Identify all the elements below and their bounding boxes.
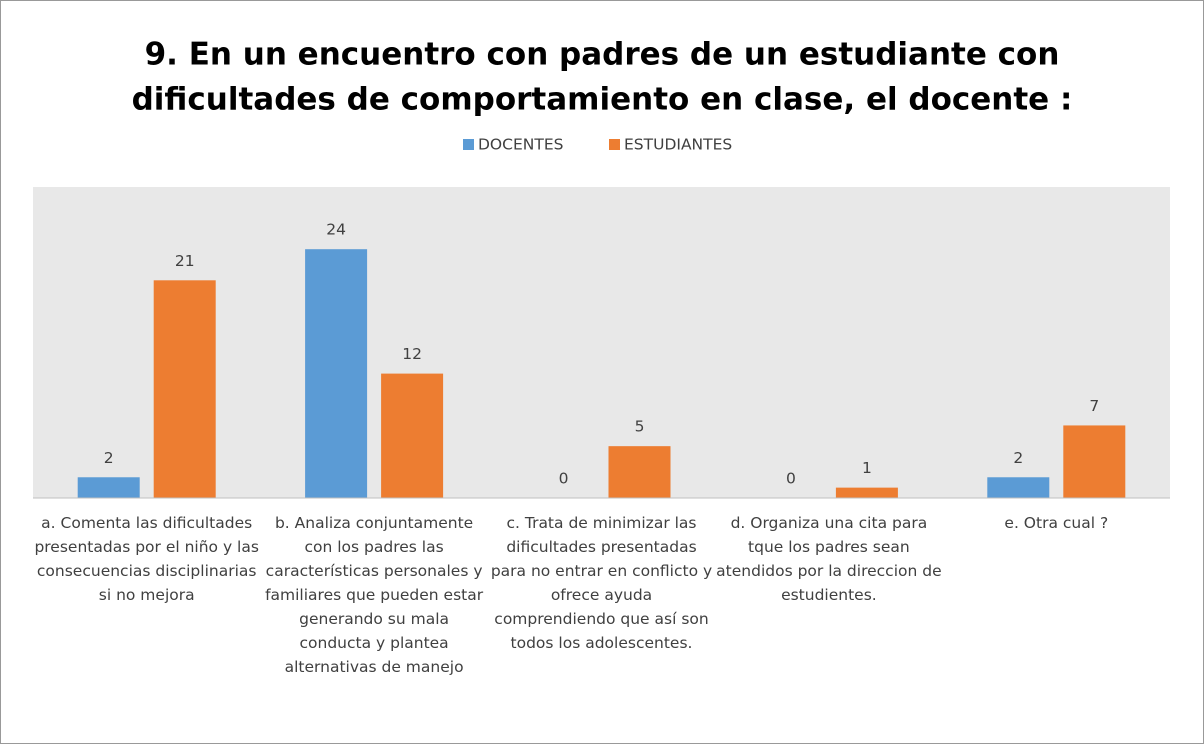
page: 9. En un encuentro con padres de un estu… — [0, 0, 1204, 744]
data-label: 5 — [635, 418, 645, 436]
x-tick-label: e. Otra cual ? — [943, 511, 1169, 535]
chart-title: dificultades de comportamiento en clase,… — [132, 82, 1073, 118]
x-tick-label: a. Comenta las dificultades presentadas … — [34, 511, 260, 607]
bar — [78, 477, 140, 498]
data-label: 12 — [402, 345, 422, 363]
data-label: 2 — [1013, 449, 1023, 467]
chart-title: 9. En un encuentro con padres de un estu… — [145, 37, 1060, 73]
legend-label: DOCENTES — [478, 136, 563, 154]
data-label: 21 — [175, 252, 195, 270]
x-tick-label: c. Trata de minimizar las dificultades p… — [489, 511, 715, 655]
bar — [987, 477, 1049, 498]
bar — [836, 488, 898, 498]
data-label: 0 — [786, 470, 796, 488]
legend-swatch — [609, 139, 620, 150]
bar — [609, 446, 671, 498]
data-label: 0 — [559, 470, 569, 488]
bar — [154, 280, 216, 498]
bar — [381, 374, 443, 498]
legend-label: ESTUDIANTES — [624, 136, 732, 154]
x-tick-label: d. Organiza una cita para tque los padre… — [716, 511, 942, 607]
legend-swatch — [463, 139, 474, 150]
x-tick-label: b. Analiza conjuntamente con los padres … — [261, 511, 487, 679]
bar — [1063, 425, 1125, 498]
data-label: 24 — [326, 221, 346, 239]
data-label: 1 — [862, 459, 872, 477]
data-label: 2 — [104, 449, 114, 467]
data-label: 7 — [1089, 397, 1099, 415]
bar — [305, 249, 367, 498]
